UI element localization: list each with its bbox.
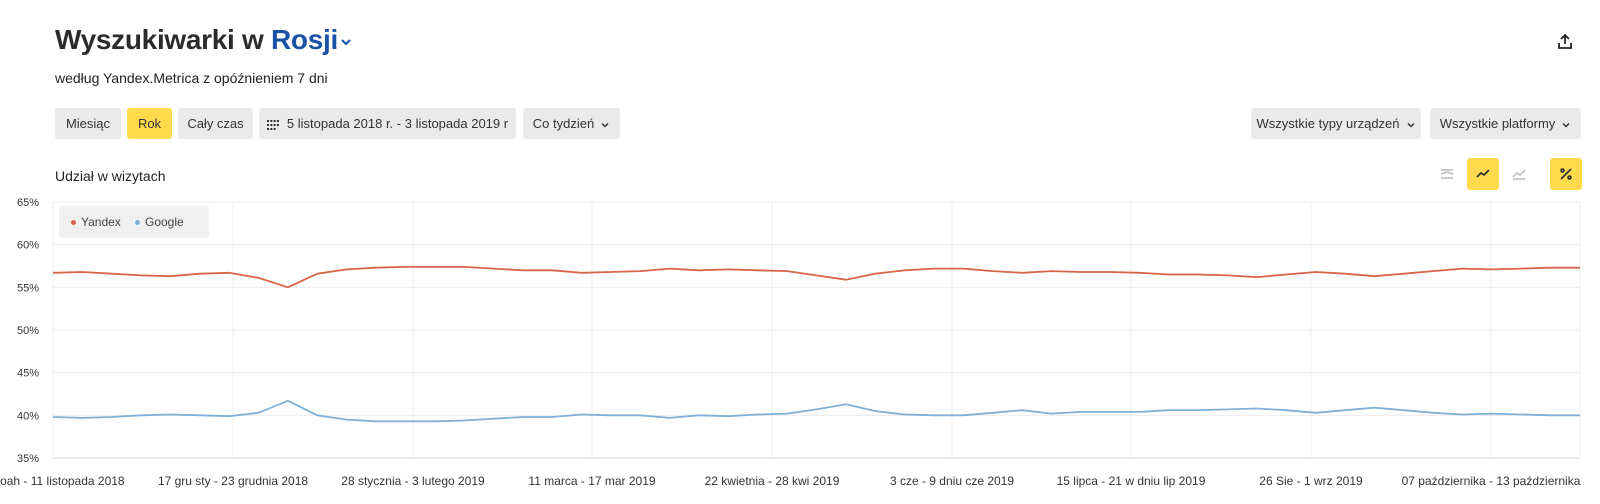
legend-label-google: Google <box>145 215 184 229</box>
x-tick-label: 07 października - 13 października <box>1402 474 1581 488</box>
area-chart-icon <box>1512 169 1526 180</box>
series-line-yandex <box>52 266 1580 289</box>
period-month-button[interactable]: Miesiąc <box>55 108 121 139</box>
subtitle: według Yandex.Metrica z opóźnieniem 7 dn… <box>55 70 328 86</box>
x-tick-label: 26 Sie - 1 wrz 2019 <box>1259 474 1363 488</box>
line-chart: 65% 60% 55% 50% 45% 40% 35% 5 Noah - 11 listopa… <box>0 197 1581 488</box>
x-tick-label: 28 stycznia - 3 lutego 2019 <box>341 474 485 488</box>
y-tick-label: 55% <box>17 282 39 294</box>
granularity-dropdown[interactable]: Co tydzień <box>523 108 620 139</box>
date-range-button[interactable]: 5 listopada 2018 r. - 3 listopada 2019 r <box>259 108 516 139</box>
x-tick-label: 11 marca - 17 mar 2019 <box>528 474 655 488</box>
legend-item-google[interactable]: Google <box>135 206 184 238</box>
stacked-area-icon <box>1440 169 1454 179</box>
chart-title: Udział w wizytach <box>55 168 166 184</box>
chevron-down-icon <box>341 38 351 46</box>
legend-item-yandex[interactable]: Yandex <box>71 206 121 238</box>
chart-legend: Yandex Google <box>59 206 209 238</box>
stacked-area-button[interactable] <box>1431 158 1463 190</box>
platform-label: Wszystkie platformy <box>1439 116 1556 131</box>
percent-button[interactable] <box>1550 158 1582 190</box>
x-tick-label: 3 cze - 9 dniu cze 2019 <box>890 474 1014 488</box>
legend-label-yandex: Yandex <box>81 215 121 229</box>
share-icon[interactable] <box>1556 33 1574 51</box>
y-tick-label: 35% <box>17 453 39 465</box>
percent-icon <box>1560 168 1572 180</box>
y-tick-label: 60% <box>17 240 39 252</box>
area-chart-button[interactable] <box>1503 158 1535 190</box>
line-chart-button[interactable] <box>1467 158 1499 190</box>
period-year-button[interactable]: Rok <box>127 108 172 139</box>
chevron-down-icon <box>601 122 609 128</box>
chevron-down-icon <box>1562 122 1570 128</box>
series-line-google <box>52 399 1580 423</box>
legend-dot-google <box>135 220 140 226</box>
platform-dropdown[interactable]: Wszystkie platformy <box>1430 108 1581 139</box>
y-tick-label: 50% <box>17 325 39 337</box>
region-label: Rosji <box>270 24 338 55</box>
period-all-time-button[interactable]: Cały czas <box>178 108 253 139</box>
line-chart-icon <box>1476 169 1490 178</box>
x-tick-label: 15 lipca - 21 w dniu lip 2019 <box>1057 474 1206 488</box>
chevron-down-icon <box>1406 122 1415 128</box>
y-tick-label: 65% <box>17 197 39 209</box>
device-type-dropdown[interactable]: Wszystkie typy urządzeń <box>1251 108 1421 139</box>
x-tick-label: 22 kwietnia - 28 kwi 2019 <box>705 474 840 488</box>
y-tick-label: 40% <box>17 410 39 422</box>
granularity-label: Co tydzień <box>532 116 595 131</box>
device-type-label: Wszystkie typy urządzeń <box>1256 116 1400 131</box>
region-selector[interactable]: Rosji <box>271 24 352 55</box>
y-tick-label: 45% <box>17 368 39 380</box>
x-tick-label: 17 gru sty - 23 grudnia 2018 <box>158 474 308 488</box>
title-prefix: Wyszukiwarki w <box>55 24 264 55</box>
page-title: Wyszukiwarki w Rosji <box>55 24 352 56</box>
date-range-label: 5 listopada 2018 r. - 3 listopada 2019 r <box>286 116 509 131</box>
calendar-icon <box>266 119 279 130</box>
x-tick-label: 5 Noah - 11 listopada 2018 <box>0 474 125 488</box>
legend-dot-yandex <box>71 220 76 226</box>
